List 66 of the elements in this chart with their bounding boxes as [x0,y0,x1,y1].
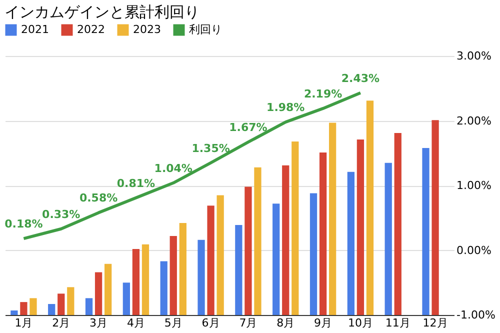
bar [20,302,28,315]
x-tick-label: 5月 [164,316,182,330]
bar [179,223,186,315]
x-tick-label: 10月 [348,316,373,330]
bar [160,261,168,315]
bar [394,133,402,315]
bar [94,272,102,315]
legend-label: 2021 [21,23,49,36]
data-label: 0.18% [4,218,43,231]
bar [142,244,150,315]
y2-tick-label: 3.00% [456,50,492,62]
bar [207,206,214,315]
legend-label: 2023 [133,23,161,36]
x-tick-label: 1月 [14,316,33,330]
x-tick-label: 3月 [90,316,108,330]
data-label: 1.04% [154,162,192,175]
x-tick-label: 8月 [276,316,295,330]
bar [30,298,37,315]
y2-tick-label: 1.00% [456,179,492,192]
x-tick-label: 12月 [422,316,448,330]
y2-tick-label: 0.00% [456,244,492,257]
x-tick-label: 6月 [202,316,220,330]
bar [216,195,224,315]
bar [422,148,430,315]
bar [132,248,140,315]
bar [198,240,205,315]
bar [384,162,392,315]
y2-tick-label: -1.00% [456,308,496,322]
bar [170,236,177,315]
chart-title: インカムゲインと累計利回り [4,3,200,21]
data-label: 2.43% [341,72,380,85]
x-tick-label: 9月 [314,316,332,330]
data-label: 0.58% [79,192,118,205]
data-label: 1.98% [266,101,305,114]
bar [310,193,318,315]
bar [58,294,65,315]
bar [432,120,439,315]
bar [67,287,74,315]
bar [10,310,18,315]
data-label: 2.19% [304,87,342,100]
bar [235,225,242,315]
legend-label: 利回り [189,23,222,36]
bar [272,204,280,315]
bar [244,186,252,315]
x-tick-label: 2月 [52,316,70,330]
x-tick-label: 11月 [385,316,410,330]
data-label: 0.33% [42,208,80,221]
bar [85,298,93,315]
bar [48,304,56,315]
data-label: 1.35% [192,142,230,155]
bar [366,100,374,315]
bar [356,140,364,315]
bar [328,122,336,315]
bar [254,167,262,315]
bar [347,172,355,315]
bar [292,141,299,315]
x-tick-label: 4月 [126,316,145,330]
x-tick-label: 7月 [239,316,258,330]
bar [122,282,130,315]
bar [104,264,112,315]
data-label: 0.81% [116,176,156,190]
legend-label: 2022 [77,23,105,36]
y2-tick-label: 2.00% [456,114,492,128]
data-label: 1.67% [229,121,268,134]
bar [319,152,327,315]
bar [282,165,290,315]
